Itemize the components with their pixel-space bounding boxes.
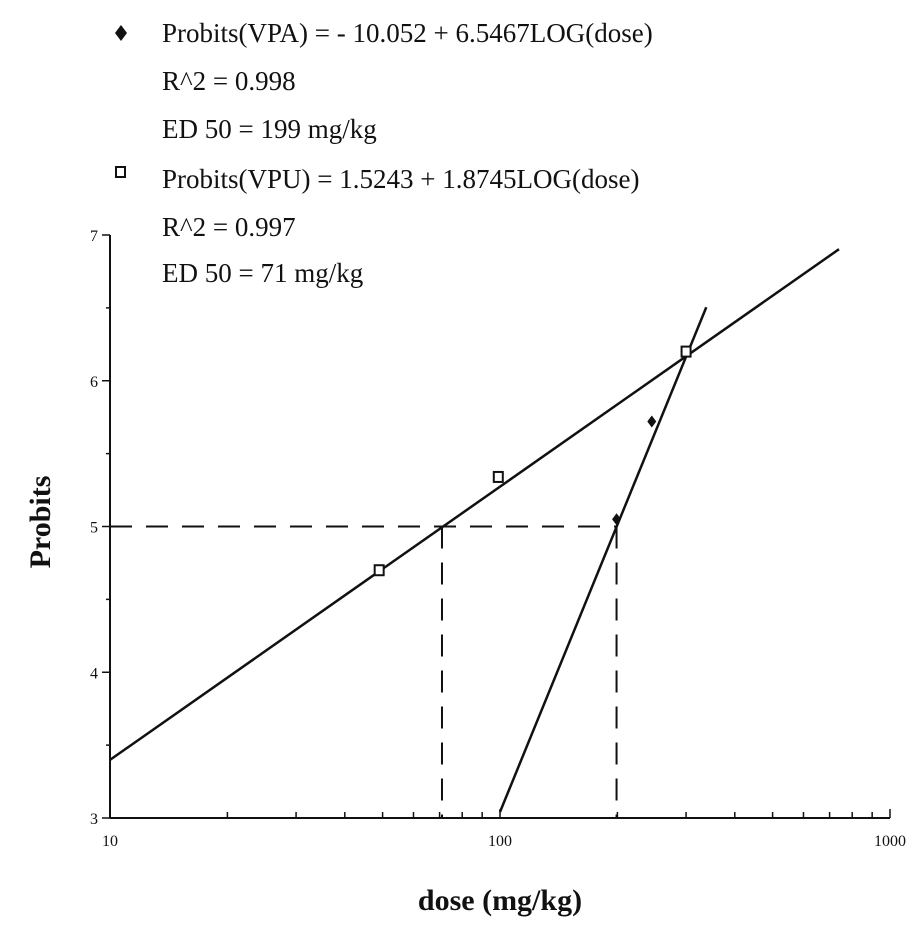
data-point-vpu — [373, 564, 385, 577]
x-tick-label: 100 — [488, 833, 512, 850]
y-tick-label: 3 — [90, 811, 98, 828]
legend-r2-vpa: R^2 = 0.998 — [162, 66, 296, 96]
data-point-vpa — [612, 513, 622, 526]
legend: Probits(VPA) = - 10.052 + 6.5467LOG(dose… — [115, 18, 653, 288]
fit-line-vpu — [109, 248, 840, 761]
data-point-vpa — [647, 415, 657, 428]
legend-ed50-vpu: ED 50 = 71 mg/kg — [162, 258, 363, 288]
legend-marker-vpa — [115, 25, 127, 41]
legend-equation-vpu: Probits(VPU) = 1.5243 + 1.8745LOG(dose) — [162, 164, 639, 194]
legend-marker-vpu — [115, 166, 126, 178]
plot-area: 10 100 1000 3 4 5 6 7 — [90, 228, 906, 850]
fit-line-vpa — [498, 306, 708, 813]
legend-ed50-vpa: ED 50 = 199 mg/kg — [162, 114, 377, 144]
data-point-vpu — [680, 345, 692, 358]
data-points — [373, 345, 692, 577]
x-tick-label: 10 — [102, 833, 118, 850]
fit-lines — [109, 248, 840, 813]
y-tick-label: 6 — [90, 374, 98, 391]
x-axis-title: dose (mg/kg) — [418, 884, 582, 917]
legend-equation-vpa: Probits(VPA) = - 10.052 + 6.5467LOG(dose… — [162, 18, 653, 48]
x-tick-label: 1000 — [874, 833, 906, 850]
y-axis-title: Probits — [24, 476, 57, 569]
y-tick-label: 4 — [90, 665, 98, 682]
y-tick-label: 7 — [90, 228, 98, 245]
y-tick-label: 5 — [90, 520, 98, 537]
data-point-vpu — [492, 470, 504, 483]
ed50-guides — [110, 525, 618, 818]
axes: 10 100 1000 3 4 5 6 7 — [90, 228, 906, 850]
legend-r2-vpu: R^2 = 0.997 — [162, 212, 296, 242]
